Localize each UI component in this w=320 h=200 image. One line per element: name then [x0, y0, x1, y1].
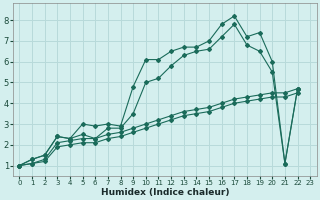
X-axis label: Humidex (Indice chaleur): Humidex (Indice chaleur)	[100, 188, 229, 197]
